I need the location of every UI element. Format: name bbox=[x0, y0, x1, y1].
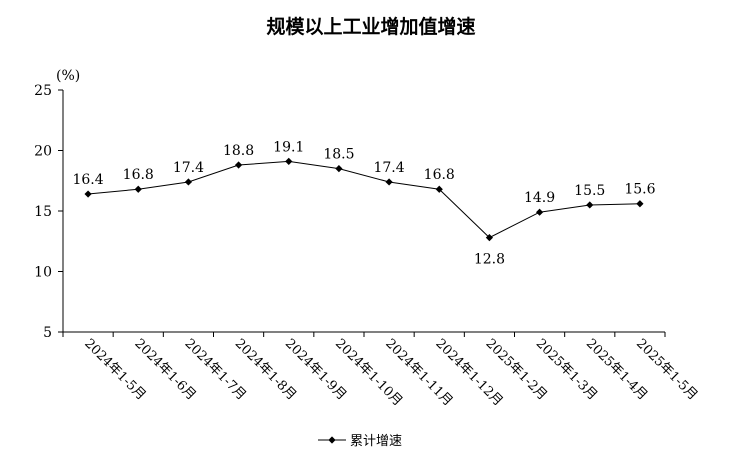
data-label: 17.4 bbox=[373, 160, 404, 176]
data-label: 15.5 bbox=[574, 183, 605, 199]
data-point bbox=[535, 208, 544, 216]
series-line bbox=[88, 160, 640, 239]
data-point bbox=[636, 200, 644, 208]
data-point bbox=[84, 190, 92, 198]
data-point bbox=[285, 157, 293, 165]
data-label: 15.6 bbox=[624, 182, 655, 198]
data-point bbox=[134, 185, 142, 193]
data-label: 19.1 bbox=[273, 139, 304, 155]
data-point bbox=[184, 178, 193, 186]
data-point bbox=[435, 185, 443, 193]
series-line-group bbox=[88, 160, 640, 239]
data-label: 12.8 bbox=[474, 252, 505, 268]
data-point bbox=[234, 161, 243, 169]
axes bbox=[62, 90, 665, 333]
data-label: 16.4 bbox=[72, 172, 103, 188]
data-label: 14.9 bbox=[524, 190, 555, 206]
data-label: 16.8 bbox=[123, 167, 154, 183]
y-tick-label: 20 bbox=[34, 144, 52, 160]
data-point bbox=[485, 234, 494, 242]
y-axis-ticks: 5 10 15 20 25(%) bbox=[34, 68, 80, 341]
data-points bbox=[84, 157, 644, 242]
y-tick-label: 25 bbox=[34, 83, 52, 99]
chart-title: 规模以上工业增加值增速 bbox=[266, 16, 476, 38]
data-label: 18.8 bbox=[223, 143, 254, 159]
y-tick-label: 10 bbox=[34, 265, 52, 281]
x-axis-ticks: 2024年1-5月2024年1-6月2024年1-7月2024年1-8月2024… bbox=[62, 332, 700, 409]
legend: 累计增速 bbox=[318, 434, 402, 449]
legend-marker bbox=[328, 436, 336, 444]
data-label: 16.8 bbox=[424, 167, 455, 183]
data-labels: 16.4 16.8 17.4 18.8 19.1 18.5 17.4 16.8 12.8 14.9… bbox=[72, 139, 655, 267]
legend-label: 累计增速 bbox=[350, 434, 402, 449]
data-label: 17.4 bbox=[173, 160, 204, 176]
data-point bbox=[586, 201, 594, 209]
y-tick-label: 5 bbox=[43, 325, 52, 341]
y-tick-label: 15 bbox=[34, 204, 52, 220]
data-point bbox=[335, 165, 343, 173]
y-unit-label: (%) bbox=[56, 68, 80, 84]
data-label: 18.5 bbox=[323, 147, 354, 163]
data-point bbox=[385, 178, 393, 186]
